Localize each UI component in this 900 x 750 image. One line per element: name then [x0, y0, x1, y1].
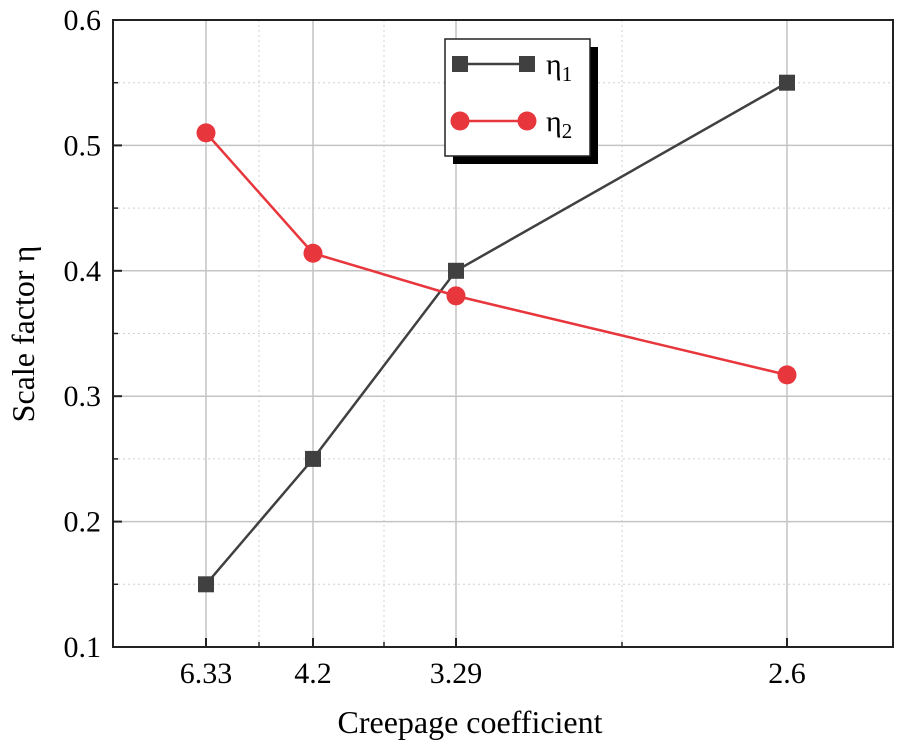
- series-2-line: [205, 132, 788, 377]
- x-tick-label: 2.6: [768, 657, 806, 690]
- data-point-circle: [196, 123, 216, 143]
- legend-marker-square: [452, 56, 468, 72]
- series-1: [198, 74, 795, 593]
- data-point-square: [779, 74, 795, 91]
- y-tick-label: 0.2: [64, 506, 102, 539]
- data-point-square: [448, 262, 464, 279]
- data-point-square: [305, 450, 321, 467]
- data-point-circle: [777, 365, 797, 385]
- legend-box: [444, 38, 591, 157]
- legend: η1 η2: [444, 38, 598, 164]
- y-axis-title: Scale factor η: [5, 246, 41, 423]
- legend-marker-square: [519, 56, 535, 72]
- data-point-circle: [303, 243, 323, 263]
- y-tick-label: 0.4: [64, 255, 102, 288]
- legend-label: η1: [546, 48, 572, 86]
- legend-marker-circle: [517, 111, 537, 131]
- series-layer: [196, 74, 797, 593]
- data-point-circle: [446, 286, 466, 306]
- series-2: [196, 123, 797, 385]
- data-point-square: [198, 576, 214, 593]
- x-tick-label: 3.29: [430, 657, 483, 690]
- grid-lines: [113, 20, 893, 647]
- y-tick-label: 0.5: [64, 129, 102, 162]
- legend-label: η2: [546, 105, 572, 143]
- x-axis-title: Creepage coefficient: [337, 704, 602, 740]
- y-tick-label: 0.6: [64, 4, 102, 37]
- x-tick-label: 6.33: [180, 657, 233, 690]
- x-tick-label: 4.2: [294, 657, 332, 690]
- legend-entries: η1 η2: [450, 48, 572, 143]
- series-1-line: [205, 81, 788, 586]
- legend-entry-2: η2: [450, 105, 572, 143]
- axis-ticks: 0.1 0.2 0.3 0.4 0.5 0.6 6.33 4.2 3.29 2.6: [64, 4, 806, 690]
- y-tick-label: 0.1: [64, 631, 102, 664]
- legend-marker-circle: [450, 111, 470, 131]
- legend-entry-1: η1: [452, 48, 572, 86]
- y-tick-label: 0.3: [64, 380, 102, 413]
